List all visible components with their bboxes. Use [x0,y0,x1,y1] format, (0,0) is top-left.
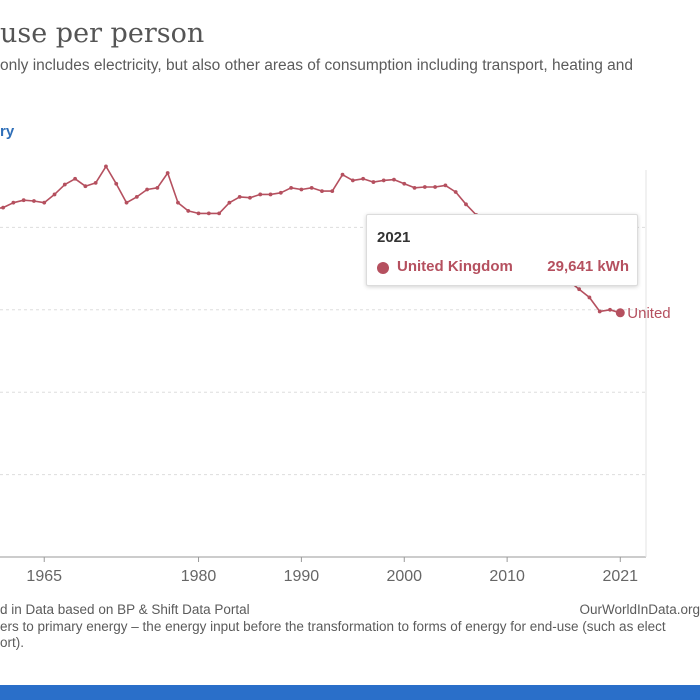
data-point [186,209,191,213]
x-tick-label: 2000 [386,568,422,585]
data-point [361,176,366,181]
data-point [350,178,355,183]
data-point [268,192,273,197]
tooltip-entity: United Kingdom [397,258,513,275]
bottom-bar [0,685,700,700]
data-point [278,190,283,195]
series-end-label: United [627,305,670,322]
data-point [289,185,294,190]
data-point [32,199,36,203]
data-point [330,189,335,194]
data-point [402,181,407,186]
x-tick-label: 2021 [602,568,638,585]
data-point [83,184,88,189]
data-point [114,181,119,186]
data-point [258,192,263,197]
data-point [145,187,149,192]
data-point [206,211,211,216]
data-point [62,182,67,187]
data-point [453,190,458,194]
data-point [392,177,396,182]
data-point [248,195,252,200]
data-point [176,200,180,205]
tooltip: 2021 United Kingdom 29,641 kWh [366,214,638,286]
chart-title: use per person [0,18,205,49]
data-point [320,189,324,194]
data-point [464,202,468,207]
x-tick-label: 2010 [489,568,525,585]
data-point [124,200,129,205]
data-point [21,198,26,203]
tooltip-series-dot [377,262,389,274]
data-point [577,287,582,292]
data-point [217,211,222,216]
data-point [104,164,108,169]
data-point [155,185,160,190]
data-point [227,200,232,205]
data-point [309,185,314,190]
data-point [73,176,77,181]
note-text-continued: ort). [0,635,25,650]
change-country-link[interactable]: ry [0,123,15,140]
data-point [93,181,98,185]
data-point [371,180,376,184]
source-text: d in Data based on BP & Shift Data Porta… [0,602,250,617]
line-chart: 1965 1980 1990 2000 2010 2021 United [0,164,671,585]
series-end-point[interactable] [615,308,625,318]
data-point [299,187,304,192]
chart-subtitle: only includes electricity, but also othe… [0,57,633,74]
x-tick-label: 1965 [26,568,62,585]
note-text: ers to primary energy – the energy input… [0,619,666,634]
data-point [412,185,417,190]
data-point [1,205,5,210]
data-point [42,200,47,205]
data-point [422,185,427,189]
data-point [196,211,201,216]
data-point [443,183,448,188]
data-point [597,309,602,314]
owid-link[interactable]: OurWorldInData.org [579,602,700,617]
data-point [11,200,16,205]
data-point [381,178,386,183]
data-point [587,295,592,300]
x-axis: 1965 1980 1990 2000 2010 2021 [0,170,647,585]
tooltip-year: 2021 [377,229,411,246]
tooltip-row: United Kingdom 29,641 kWh [377,258,629,278]
data-point [52,192,57,197]
x-tick-label: 1990 [284,568,320,585]
data-point [608,307,612,312]
tooltip-value: 29,641 kWh [547,258,629,275]
data-point [433,185,438,189]
data-point [134,195,139,199]
data-point [165,171,170,175]
data-point [340,172,345,177]
data-point [237,195,242,199]
x-tick-label: 1980 [181,568,217,585]
